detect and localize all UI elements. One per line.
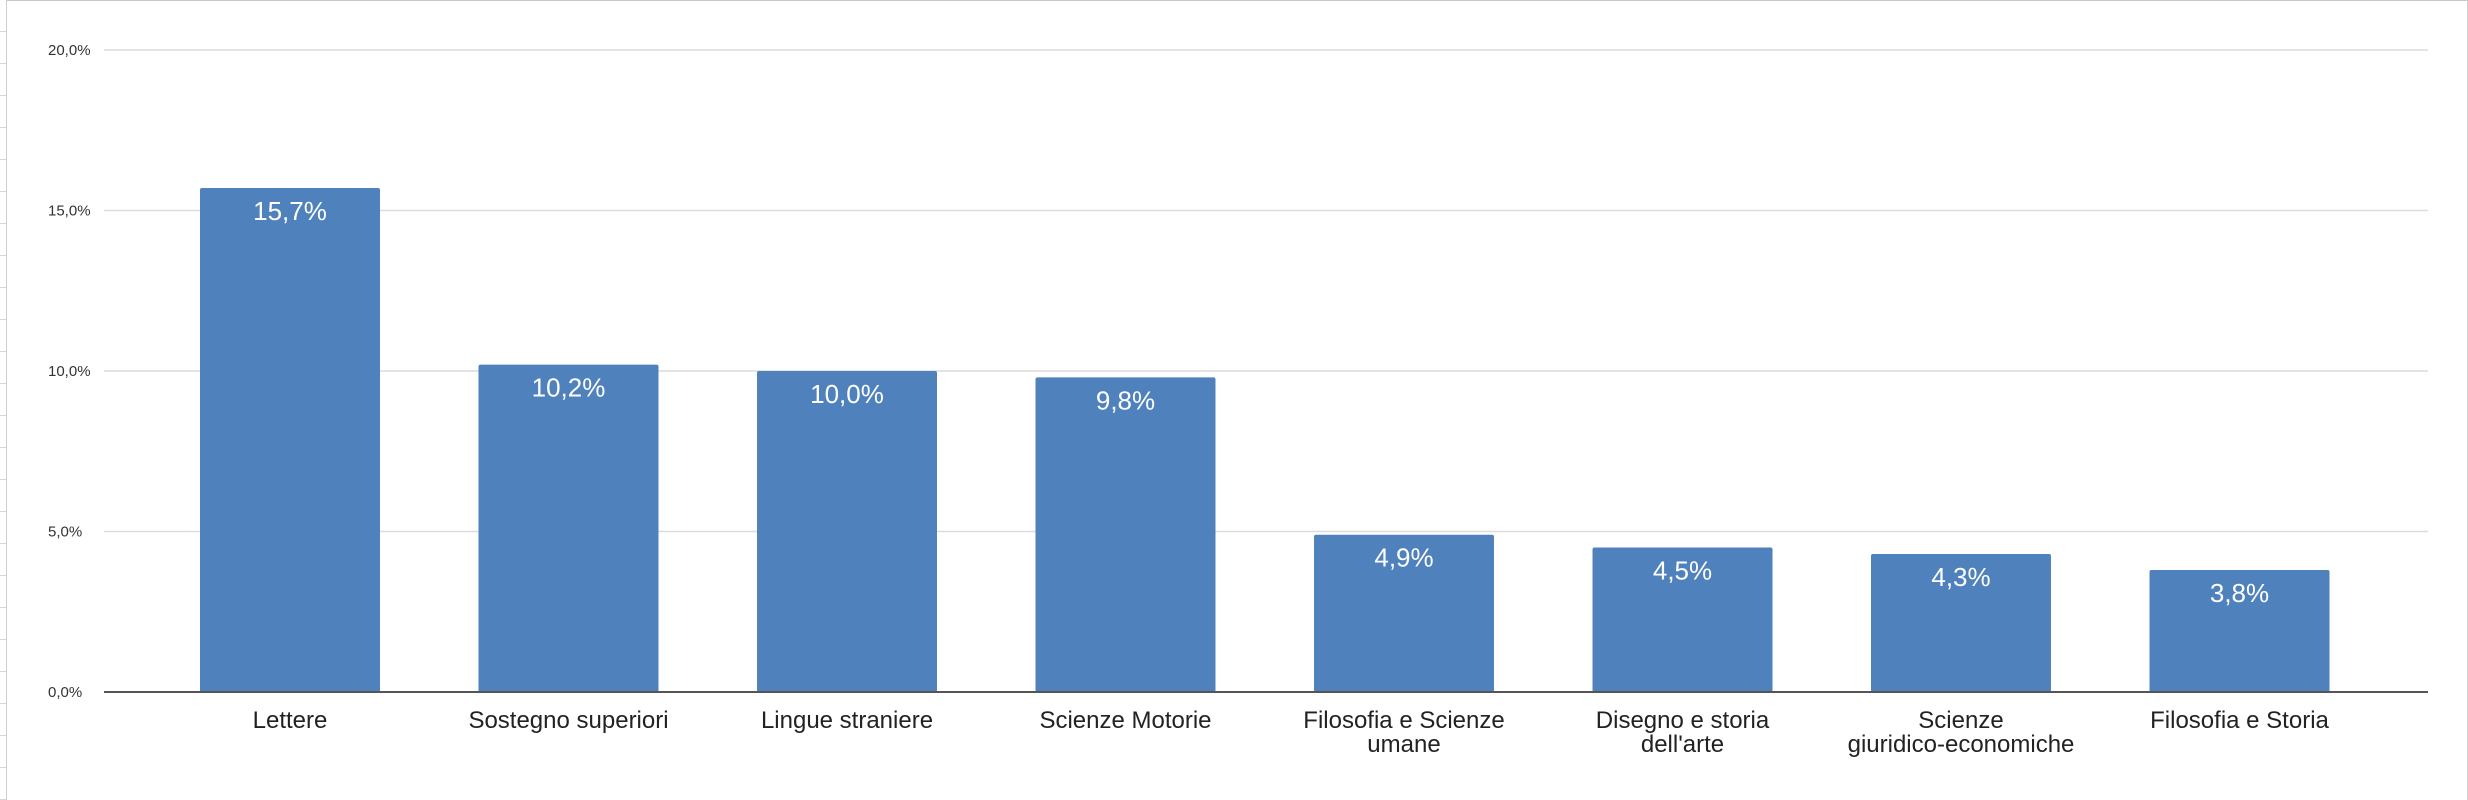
bars	[200, 188, 2330, 692]
data-label: 10,2%	[532, 373, 606, 403]
data-label: 15,7%	[253, 196, 327, 226]
y-tick-label: 20,0%	[48, 42, 91, 59]
x-tick-label: Filosofia e Scienze umane	[1303, 707, 1504, 758]
bar[interactable]	[200, 188, 380, 692]
bar[interactable]	[478, 364, 659, 692]
x-axis-ticks: Lettere Sostegno superiori Lingue stranier…	[253, 707, 2330, 758]
bar[interactable]	[1871, 553, 2051, 692]
data-label: 10,0%	[810, 379, 884, 409]
bar[interactable]	[1592, 547, 1773, 692]
x-tick-label: Disegno e storia dell'arte	[1596, 707, 1770, 758]
y-tick-label: 15,0%	[48, 203, 91, 220]
data-label: 4,3%	[1931, 562, 1990, 592]
sheet-row-strip	[0, 0, 7, 800]
data-label: 4,9%	[1374, 543, 1433, 573]
x-tick-label: Scienze giuridico-economiche	[1848, 707, 2075, 758]
bar[interactable]	[757, 371, 937, 692]
x-tick-label: Lingue straniere	[761, 707, 933, 734]
bar[interactable]	[1314, 534, 1494, 692]
x-tick-label: Filosofia e Storia	[2150, 707, 2329, 734]
x-tick-label: Scienze Motorie	[1039, 707, 1211, 734]
x-tick-label: Sostegno superiori	[468, 707, 668, 734]
y-tick-label: 5,0%	[48, 524, 82, 541]
y-tick-label: 0,0%	[48, 684, 82, 701]
bar[interactable]	[2149, 570, 2330, 692]
data-labels: 15,7% 10,2% 10,0% 9,8% 4,9% 4,5% 4,3% 3,8%	[253, 196, 2269, 608]
bar[interactable]	[1035, 377, 1216, 692]
x-tick-label: Lettere	[253, 707, 328, 734]
gridlines	[104, 49, 2428, 533]
data-label: 3,8%	[2210, 578, 2269, 608]
data-label: 4,5%	[1653, 556, 1712, 586]
y-axis-ticks: 0,0% 5,0% 10,0% 15,0% 20,0%	[48, 42, 91, 701]
y-tick-label: 10,0%	[48, 363, 91, 380]
data-label: 9,8%	[1096, 385, 1155, 415]
